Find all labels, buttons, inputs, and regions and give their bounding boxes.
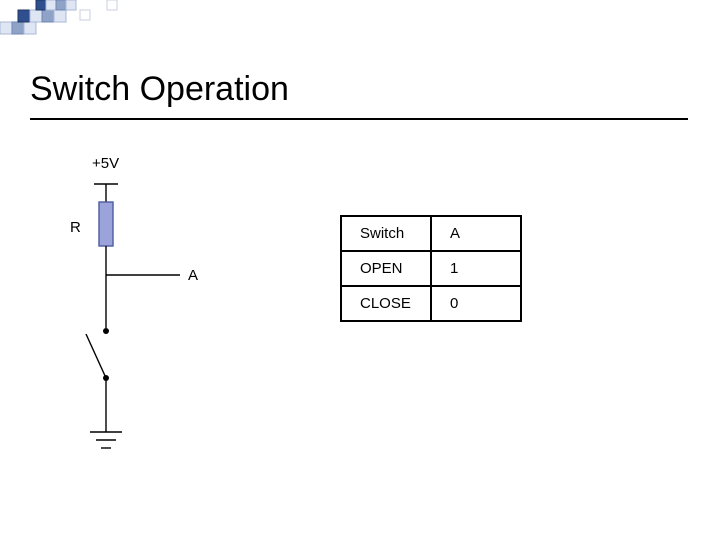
table-header-a: A <box>431 216 521 251</box>
table-row: CLOSE 0 <box>341 286 521 321</box>
title-underline <box>30 118 688 120</box>
resistor-label: R <box>70 219 81 236</box>
slide-title: Switch Operation <box>30 70 289 109</box>
table-row: OPEN 1 <box>341 251 521 286</box>
switch-lever <box>86 334 106 378</box>
table-row: Switch A <box>341 216 521 251</box>
table-cell: OPEN <box>341 251 431 286</box>
voltage-label: +5V <box>92 155 119 172</box>
corner-decoration <box>0 0 130 40</box>
resistor-body <box>99 202 113 246</box>
circuit-diagram: +5V R A <box>70 150 270 480</box>
output-label: A <box>188 267 198 284</box>
truth-table: Switch A OPEN 1 CLOSE 0 <box>340 215 522 322</box>
table-header-switch: Switch <box>341 216 431 251</box>
table-cell: 0 <box>431 286 521 321</box>
switch-top-node <box>103 328 109 334</box>
table-cell: 1 <box>431 251 521 286</box>
table-cell: CLOSE <box>341 286 431 321</box>
